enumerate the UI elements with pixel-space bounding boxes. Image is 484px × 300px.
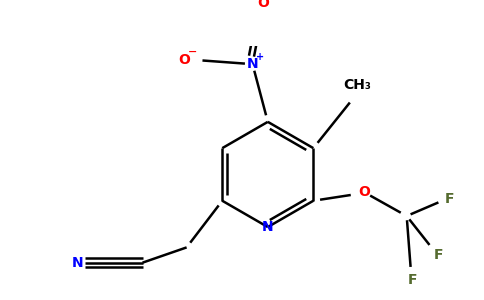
Text: −: − bbox=[188, 47, 197, 57]
Text: O: O bbox=[179, 53, 191, 67]
Text: N: N bbox=[262, 220, 273, 234]
Text: +: + bbox=[256, 52, 264, 61]
Text: O: O bbox=[358, 185, 370, 199]
Text: O: O bbox=[257, 0, 269, 10]
Text: N: N bbox=[71, 256, 83, 270]
Text: F: F bbox=[408, 273, 417, 286]
Text: N: N bbox=[247, 57, 258, 71]
Text: CH₃: CH₃ bbox=[344, 78, 371, 92]
Text: F: F bbox=[434, 248, 444, 262]
Text: F: F bbox=[444, 192, 454, 206]
